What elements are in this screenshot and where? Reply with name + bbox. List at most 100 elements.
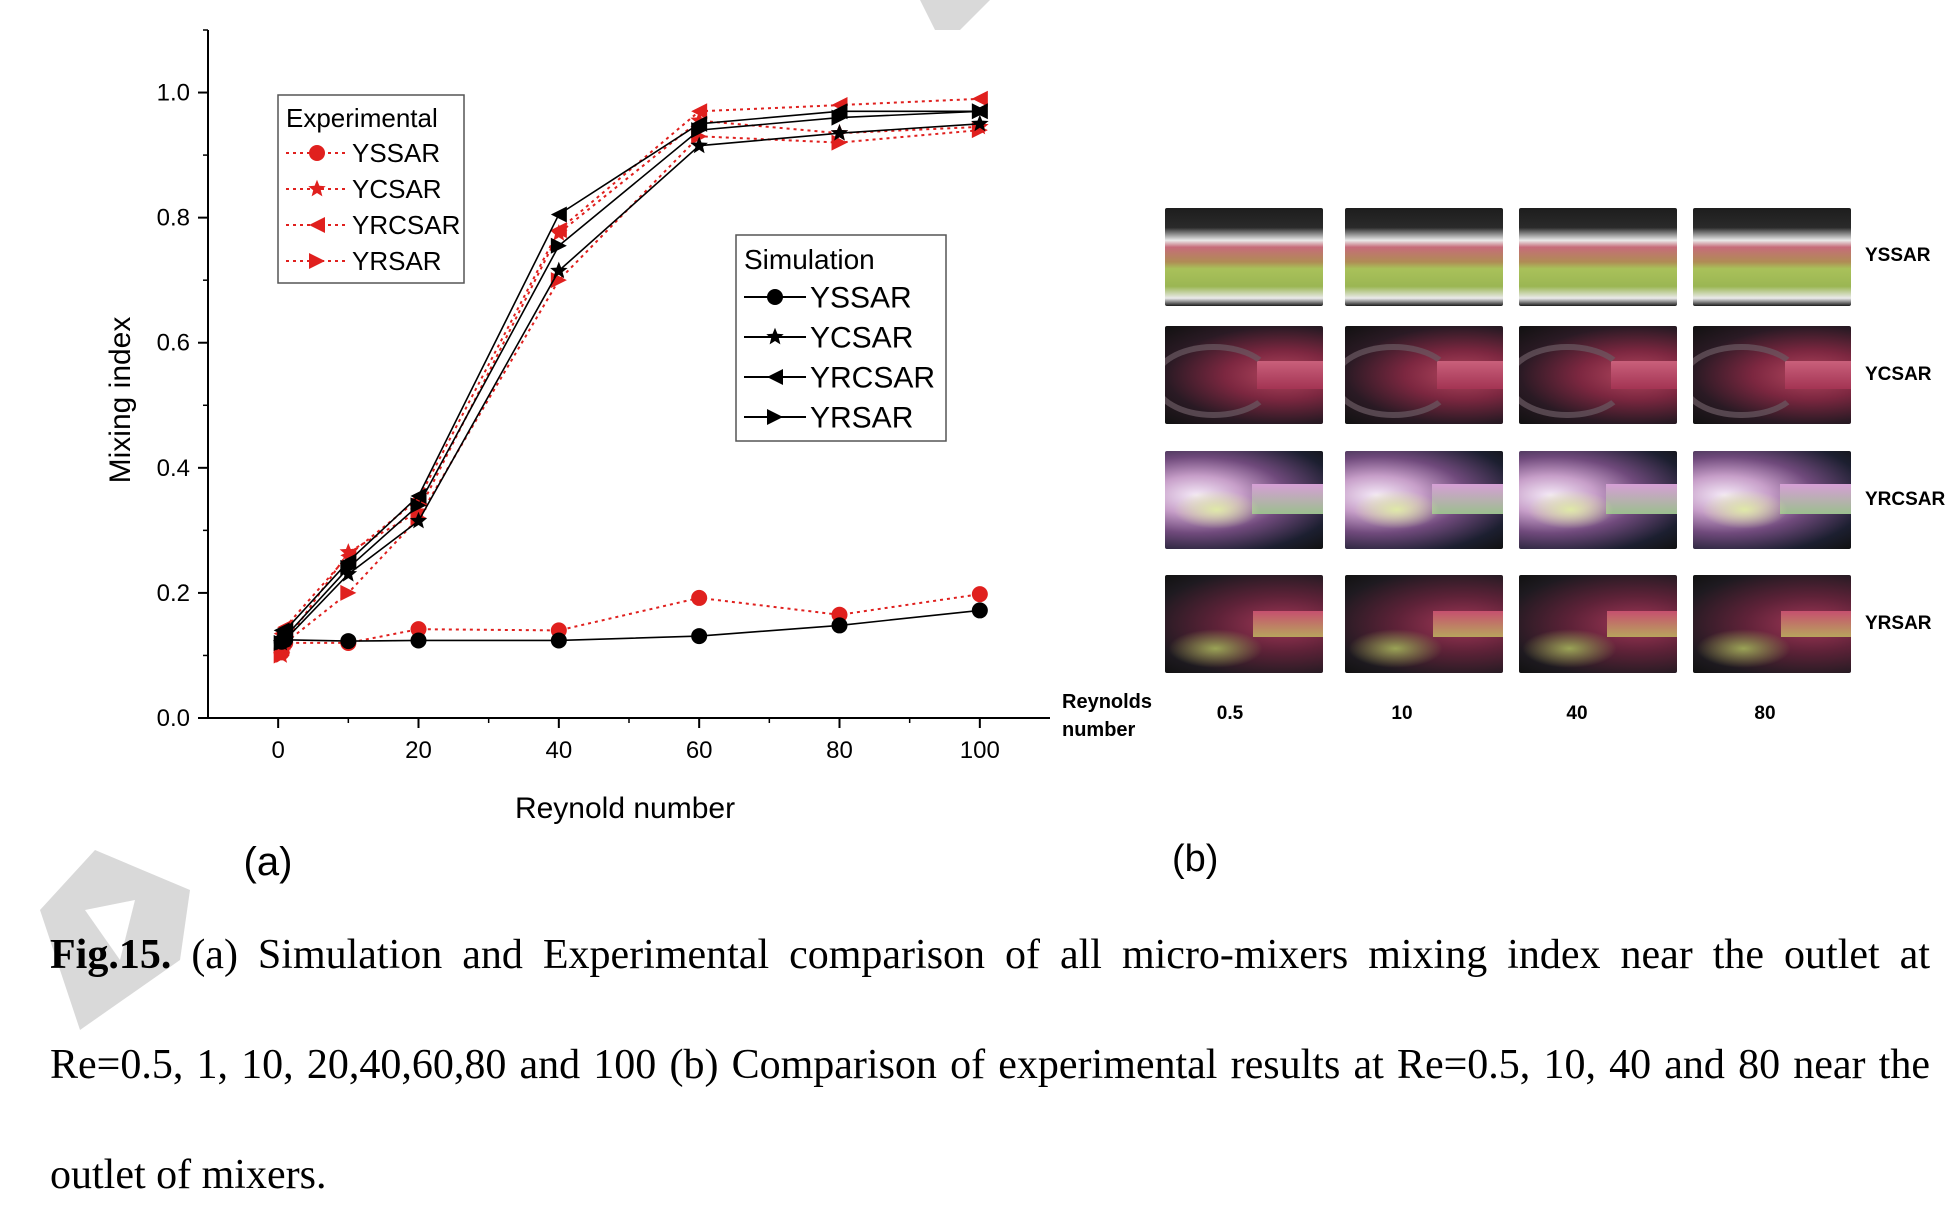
data-point (273, 647, 290, 664)
y-tick-label: 0.6 (157, 330, 190, 357)
micrograph-yrcsar-re-10 (1345, 451, 1503, 549)
data-point (690, 136, 708, 154)
reynolds-title-line1: Reynolds (1062, 691, 1153, 713)
chart-series (272, 90, 989, 664)
data-point (409, 502, 428, 519)
x-axis-label: Reynold number (515, 792, 735, 825)
data-point (831, 109, 848, 126)
y-tick-label: 0.2 (157, 580, 190, 607)
panel-b-label: (b) (1172, 838, 1219, 880)
y-tick-label: 0.0 (157, 705, 190, 732)
legend-label: YRCSAR (810, 362, 935, 395)
data-point (340, 633, 357, 650)
micrograph-yrsar-re-10 (1345, 575, 1503, 673)
micrograph-yssar-re-10 (1345, 208, 1503, 306)
data-point (830, 124, 849, 141)
series-line (280, 97, 980, 635)
figure-caption: Fig.15. (a) Simulation and Experimental … (50, 900, 1930, 1230)
micrograph-ycsar-re-40 (1519, 326, 1677, 424)
data-point (691, 628, 708, 645)
mixing-index-chart: 0 20 40 60 80 100 0.0 0.2 0.4 0.6 0.8 1.0 Experimen… (104, 29, 1050, 884)
data-point (550, 222, 567, 239)
chart-axes: 0 20 40 60 80 100 0.0 0.2 0.4 0.6 0.8 1.0 (157, 29, 1050, 764)
micrograph-yrcsar-re-0-5 (1165, 451, 1323, 549)
legend-title: Simulation (744, 244, 875, 275)
data-point (410, 621, 427, 638)
data-point (277, 628, 294, 645)
series-line (281, 110, 980, 632)
data-point (340, 559, 357, 576)
caption-text: (a) Simulation and Experimental comparis… (50, 932, 1930, 1198)
watermark-letter (40, 850, 190, 1030)
data-point (340, 584, 357, 601)
data-point (277, 622, 294, 639)
legend-marker (309, 253, 325, 269)
col-label-80: 80 (1754, 703, 1776, 724)
data-point (971, 602, 988, 619)
micrograph-yrcsar-re-40 (1519, 451, 1677, 549)
data-point (340, 553, 357, 570)
row-label-yrsar: YRSAR (1865, 613, 1932, 634)
data-point (410, 497, 427, 514)
data-point (831, 617, 848, 634)
data-point (550, 237, 567, 254)
micrograph-ycsar-re-80 (1693, 326, 1851, 424)
x-tick-label: 100 (960, 737, 1000, 764)
series-line (281, 110, 980, 644)
data-point (339, 564, 358, 582)
legend-label: YSSAR (810, 282, 912, 315)
micrograph-yrsar-re-80 (1693, 575, 1851, 673)
reynolds-title-line2: number (1062, 719, 1136, 741)
series-simulation-yrsar (273, 103, 988, 651)
legend-marker (309, 217, 325, 233)
data-point (691, 122, 708, 139)
row-label-ycsar: YCSAR (1865, 364, 1932, 385)
col-label-0-5: 0.5 (1216, 703, 1244, 724)
data-point (691, 103, 708, 120)
legend-label: YSSAR (352, 138, 440, 168)
data-point (831, 103, 848, 120)
data-point (550, 206, 567, 223)
series-line (281, 123, 980, 644)
legend-marker (767, 409, 783, 425)
micrograph-ycsar-re-0-5 (1165, 326, 1323, 424)
legend-label: YRCSAR (352, 210, 460, 240)
data-point (691, 589, 708, 606)
watermark-top (920, 0, 990, 30)
data-point (550, 632, 567, 649)
col-label-10: 10 (1391, 703, 1413, 724)
legend-label: YRSAR (352, 246, 442, 276)
series-line (280, 593, 980, 653)
data-point (691, 115, 708, 132)
row-label-yrcsar: YRCSAR (1865, 489, 1946, 510)
y-tick-label: 1.0 (157, 80, 190, 107)
x-tick-label: 0 (271, 737, 284, 764)
legend-experimental: Experimental YSSAR YCSAR YRCSAR YRSAR (277, 94, 465, 284)
legend-marker (766, 327, 784, 345)
micrograph-yrsar-re-40 (1519, 575, 1677, 673)
data-point (971, 103, 988, 120)
data-point (971, 586, 988, 603)
y-tick-label: 0.4 (157, 455, 190, 482)
series-experimental-yssar (273, 586, 988, 661)
legend-label: YCSAR (810, 322, 913, 355)
data-point (410, 487, 427, 504)
micrograph-ycsar-re-10 (1345, 326, 1503, 424)
legend-marker (767, 369, 783, 385)
data-point (550, 261, 568, 279)
series-line (280, 119, 980, 656)
x-tick-label: 40 (545, 737, 572, 764)
legend-marker (308, 179, 326, 197)
data-point (971, 90, 988, 107)
col-label-40: 40 (1566, 703, 1588, 724)
figure-number: Fig.15. (50, 932, 172, 978)
legend-marker (309, 145, 325, 161)
micrograph-grid (1155, 205, 1945, 745)
legend-simulation: Simulation YSSAR YCSAR YRCSAR YRSAR (735, 234, 947, 442)
data-point (410, 632, 427, 649)
data-point (409, 511, 428, 529)
panel-a-label: (a) (244, 840, 293, 884)
row-label-yssar: YSSAR (1865, 245, 1931, 266)
micrograph-yrsar-re-0-5 (1165, 575, 1323, 673)
